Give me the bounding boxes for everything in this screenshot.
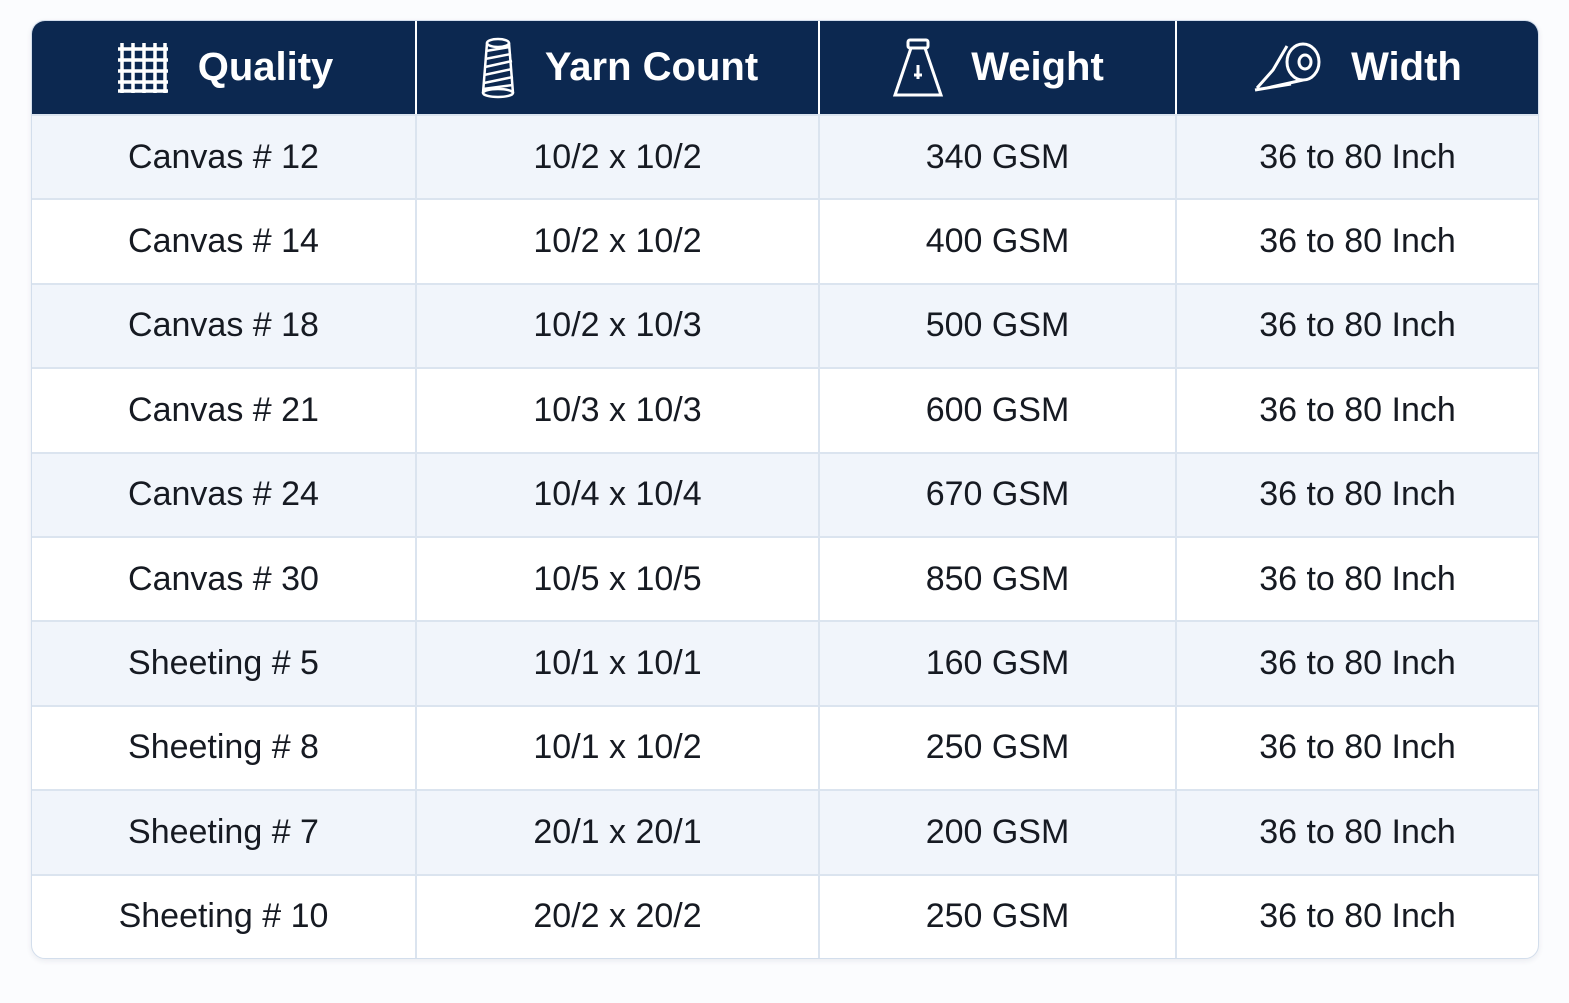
table-cell: Sheeting # 7 xyxy=(32,791,417,874)
table-cell: 36 to 80 Inch xyxy=(1259,137,1456,176)
grid-icon xyxy=(117,42,168,93)
table-cell: Sheeting # 8 xyxy=(32,706,417,790)
header-cell: Width xyxy=(1177,21,1538,114)
table-cell: 10/2 x 10/2 xyxy=(417,200,820,283)
table-cell: Sheeting # 10 xyxy=(32,875,417,958)
table-row: Canvas # 12 10/2 x 10/2 340 GSM 36 to 80 In… xyxy=(32,114,1538,199)
header-cell: Weight xyxy=(820,21,1177,114)
table-cell: Canvas # 24 xyxy=(32,453,417,536)
table-cell: 250 GSM xyxy=(820,875,1177,958)
header-text: Width xyxy=(1351,45,1462,89)
table-cell: Canvas # 12 xyxy=(32,116,417,199)
table-cell: 500 GSM xyxy=(820,284,1177,368)
table-cell: 36 to 80 Inch xyxy=(1259,812,1456,851)
header-cell: Quality xyxy=(32,21,417,114)
tape-icon xyxy=(1254,42,1321,91)
table-cell: 36 to 80 Inch xyxy=(1259,644,1456,683)
table-cell: 20/2 x 20/2 xyxy=(417,875,820,958)
table-cell: 10/3 x 10/3 xyxy=(417,369,820,452)
table-cell: 160 GSM xyxy=(820,622,1177,705)
table-body: Canvas # 12 10/2 x 10/2 340 GSM 36 to 80 In… xyxy=(32,114,1538,958)
table-cell: 10/2 x 10/2 xyxy=(417,116,820,199)
table-cell: 36 to 80 Inch xyxy=(1259,559,1456,598)
table-cell: Sheeting # 5 xyxy=(32,622,417,705)
table-cell: 36 to 80 Inch xyxy=(1259,475,1456,514)
table-row: Sheeting # 7 20/1 x 20/1 200 GSM 36 to 80 I… xyxy=(32,789,1538,874)
table-row: Sheeting # 5 10/1 x 10/1 160 GSM 36 to 80 I… xyxy=(32,620,1538,705)
table-row: Canvas # 21 10/3 x 10/3 600 GSM 36 to 80 In… xyxy=(32,367,1538,452)
table-cell: 36 to 80 Inch xyxy=(1259,728,1456,767)
header-text: Yarn Count xyxy=(544,45,759,89)
table-row: Canvas # 14 10/2 x 10/2 400 GSM 36 to 80 In… xyxy=(32,198,1538,283)
table-cell: 10/1 x 10/2 xyxy=(417,706,820,790)
table-cell: 36 to 80 Inch xyxy=(1259,306,1456,345)
table-cell: Canvas # 18 xyxy=(32,284,417,368)
table-cell: 250 GSM xyxy=(820,706,1177,790)
table-cell: 36 to 80 Inch xyxy=(1259,222,1456,261)
spec-table: Quality Yarn Count Weight xyxy=(31,20,1539,959)
table-cell: 10/2 x 10/3 xyxy=(417,284,820,368)
table-row: Canvas # 18 10/2 x 10/3 500 GSM 36 to 80 In… xyxy=(32,282,1538,368)
header-row: Quality Yarn Count Weight xyxy=(32,21,1538,114)
table-row: Sheeting # 10 20/2 x 20/2 250 GSM 36 to 80 … xyxy=(32,873,1538,958)
table-cell: 400 GSM xyxy=(820,200,1177,283)
table-cell: 340 GSM xyxy=(820,116,1177,199)
header-text: Weight xyxy=(971,45,1104,89)
header-text: Quality xyxy=(197,45,334,89)
spool-icon xyxy=(481,37,515,98)
table-cell: Canvas # 30 xyxy=(32,537,417,621)
table-cell: 200 GSM xyxy=(820,791,1177,874)
table-cell: 20/1 x 20/1 xyxy=(417,791,820,874)
table-cell: 10/1 x 10/1 xyxy=(417,622,820,705)
table-cell: 10/4 x 10/4 xyxy=(417,453,820,536)
table-cell: 600 GSM xyxy=(820,369,1177,452)
weight-icon xyxy=(893,38,944,96)
table-cell: 850 GSM xyxy=(820,537,1177,621)
table-cell: Canvas # 14 xyxy=(32,200,417,283)
table-row: Canvas # 24 10/4 x 10/4 670 GSM 36 to 80 In… xyxy=(32,451,1538,536)
table-cell: Canvas # 21 xyxy=(32,369,417,452)
table-cell: 10/5 x 10/5 xyxy=(417,537,820,621)
table-row: Canvas # 30 10/5 x 10/5 850 GSM 36 to 80 In… xyxy=(32,535,1538,621)
table-cell: 36 to 80 Inch xyxy=(1259,897,1456,936)
header-cell: Yarn Count xyxy=(417,21,820,114)
table-cell: 36 to 80 Inch xyxy=(1259,390,1456,429)
table-cell: 670 GSM xyxy=(820,453,1177,536)
table-row: Sheeting # 8 10/1 x 10/2 250 GSM 36 to 80 I… xyxy=(32,704,1538,790)
